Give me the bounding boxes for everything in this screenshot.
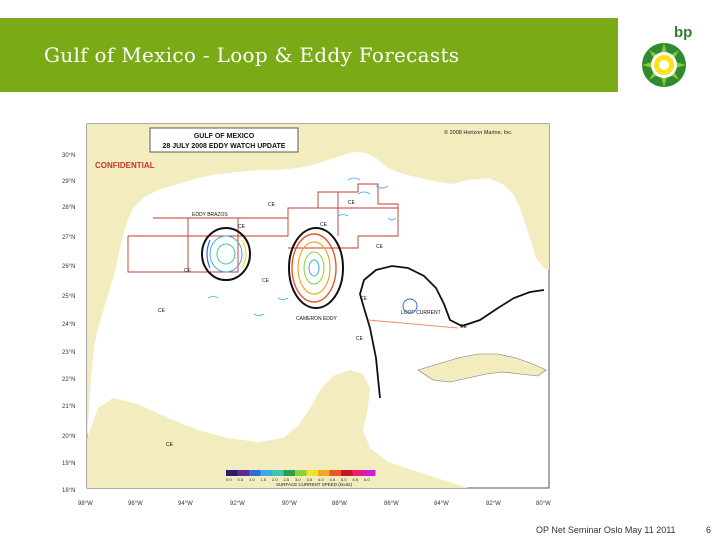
lon-label: 86°W — [384, 501, 399, 507]
label-eddy-cameron: CAMERON EDDY — [296, 316, 338, 322]
lat-label: 23°N — [62, 350, 75, 356]
ce-marker: CE — [268, 202, 276, 208]
page-number: 6 — [706, 525, 712, 535]
legend-tick-label: 5.5 — [353, 477, 359, 482]
lat-label: 21°N — [62, 404, 75, 410]
confidential-stamp: CONFIDENTIAL — [95, 161, 155, 170]
legend-tick-label: 0.0 — [226, 477, 232, 482]
legend-title: SURFACE CURRENT SPEED (knots) — [276, 482, 352, 487]
ce-markers: CE CE CE CE CE CE CE CE CE CE CE CE — [158, 200, 468, 448]
legend-swatch — [295, 470, 307, 476]
eddy-cameron — [288, 227, 344, 309]
land-mexico-yucatan — [87, 370, 468, 488]
ce-marker: CE — [238, 224, 246, 230]
legend-tick-label: 5.0 — [341, 477, 347, 482]
lon-label: 90°W — [282, 501, 297, 507]
ce-marker: CE — [158, 308, 166, 314]
lat-label: 30°N — [62, 153, 75, 159]
legend-swatch — [272, 470, 284, 476]
legend-tick-label: 3.0 — [295, 477, 301, 482]
ce-marker: CE — [184, 268, 192, 274]
land-florida — [488, 124, 549, 270]
legend-swatch — [260, 470, 272, 476]
ce-marker: CE — [360, 296, 368, 302]
ce-marker: CE — [166, 442, 174, 448]
legend-tick-label: 3.5 — [307, 477, 313, 482]
legend-swatch — [283, 470, 295, 476]
lat-label: 19°N — [62, 461, 75, 467]
current-vectors — [207, 177, 397, 316]
footer-text: OP Net Seminar Oslo May 11 2011 — [536, 525, 676, 535]
lon-label: 82°W — [486, 501, 501, 507]
legend-tick-label: 2.5 — [284, 477, 290, 482]
ce-marker: CE — [262, 278, 270, 284]
lat-label: 18°N — [62, 488, 75, 494]
loop-current-fast-core — [367, 319, 459, 329]
legend-tick-label: 1.0 — [249, 477, 255, 482]
legend-tick-label: 0.5 — [238, 477, 244, 482]
lat-label: 25°N — [62, 294, 75, 300]
lon-label: 98°W — [78, 501, 93, 507]
land-cuba — [417, 353, 547, 383]
lon-label: 92°W — [230, 501, 245, 507]
eddy-brazos — [201, 227, 251, 281]
slide-title: Gulf of Mexico - Loop & Eddy Forecasts — [44, 43, 460, 67]
longitude-axis: 98°W 96°W 94°W 92°W 90°W 88°W 86°W 84°W … — [78, 501, 551, 507]
eddy-forecast-map: 30°N 29°N 28°N 27°N 26°N 25°N 24°N 23°N … — [58, 108, 563, 508]
legend-swatch — [352, 470, 364, 476]
map-header-line2: 28 JULY 2008 EDDY WATCH UPDATE — [163, 143, 286, 150]
title-bar — [0, 18, 618, 92]
legend-swatch — [226, 470, 238, 476]
map-header-line1: GULF OF MEXICO — [194, 133, 255, 140]
lat-label: 28°N — [62, 205, 75, 211]
label-loop-current: LOOP CURRENT — [401, 310, 441, 316]
lat-label: 20°N — [62, 434, 75, 440]
map-copyright: © 2008 Horizon Marine, Inc. — [444, 129, 513, 136]
lon-label: 96°W — [128, 501, 143, 507]
legend-tick-label: 1.5 — [261, 477, 267, 482]
legend-tick-label: 2.0 — [272, 477, 278, 482]
lat-label: 29°N — [62, 179, 75, 185]
bp-logo-wordmark: bp — [674, 24, 692, 41]
ce-marker: CE — [320, 222, 328, 228]
ce-marker: CE — [376, 244, 384, 250]
legend-swatch — [306, 470, 318, 476]
loop-current-path — [359, 265, 545, 399]
ce-marker: CE — [356, 336, 364, 342]
lat-label: 26°N — [62, 264, 75, 270]
legend-tick-label: 4.0 — [318, 477, 324, 482]
legend-swatch — [364, 470, 376, 476]
bp-logo-icon: bp — [642, 24, 692, 87]
lat-label: 24°N — [62, 322, 75, 328]
speed-legend: 0.0 0.5 1.0 1.5 2.0 2.5 3.0 3.5 4.0 4.5 5.0 5.5 6.0 … — [226, 470, 376, 487]
loop-current-eddy-ring — [402, 298, 418, 314]
legend-swatch — [249, 470, 261, 476]
legend-swatch — [237, 470, 249, 476]
legend-tick-label: 4.5 — [330, 477, 336, 482]
map-header-box — [149, 127, 299, 153]
legend-tick-label: 6.0 — [364, 477, 370, 482]
latitude-axis: 30°N 29°N 28°N 27°N 26°N 25°N 24°N 23°N … — [62, 153, 75, 494]
legend-swatch — [341, 470, 353, 476]
lon-label: 94°W — [178, 501, 193, 507]
legend-swatch — [329, 470, 341, 476]
legend-swatch — [318, 470, 330, 476]
lat-label: 27°N — [62, 235, 75, 241]
label-eddy-brazos: EDDY BRAZOS — [192, 212, 228, 218]
ce-marker: CE — [460, 324, 468, 330]
ce-marker: CE — [348, 200, 356, 206]
lat-label: 22°N — [62, 377, 75, 383]
lon-label: 84°W — [434, 501, 449, 507]
lon-label: 80°W — [536, 501, 551, 507]
lon-label: 88°W — [332, 501, 347, 507]
